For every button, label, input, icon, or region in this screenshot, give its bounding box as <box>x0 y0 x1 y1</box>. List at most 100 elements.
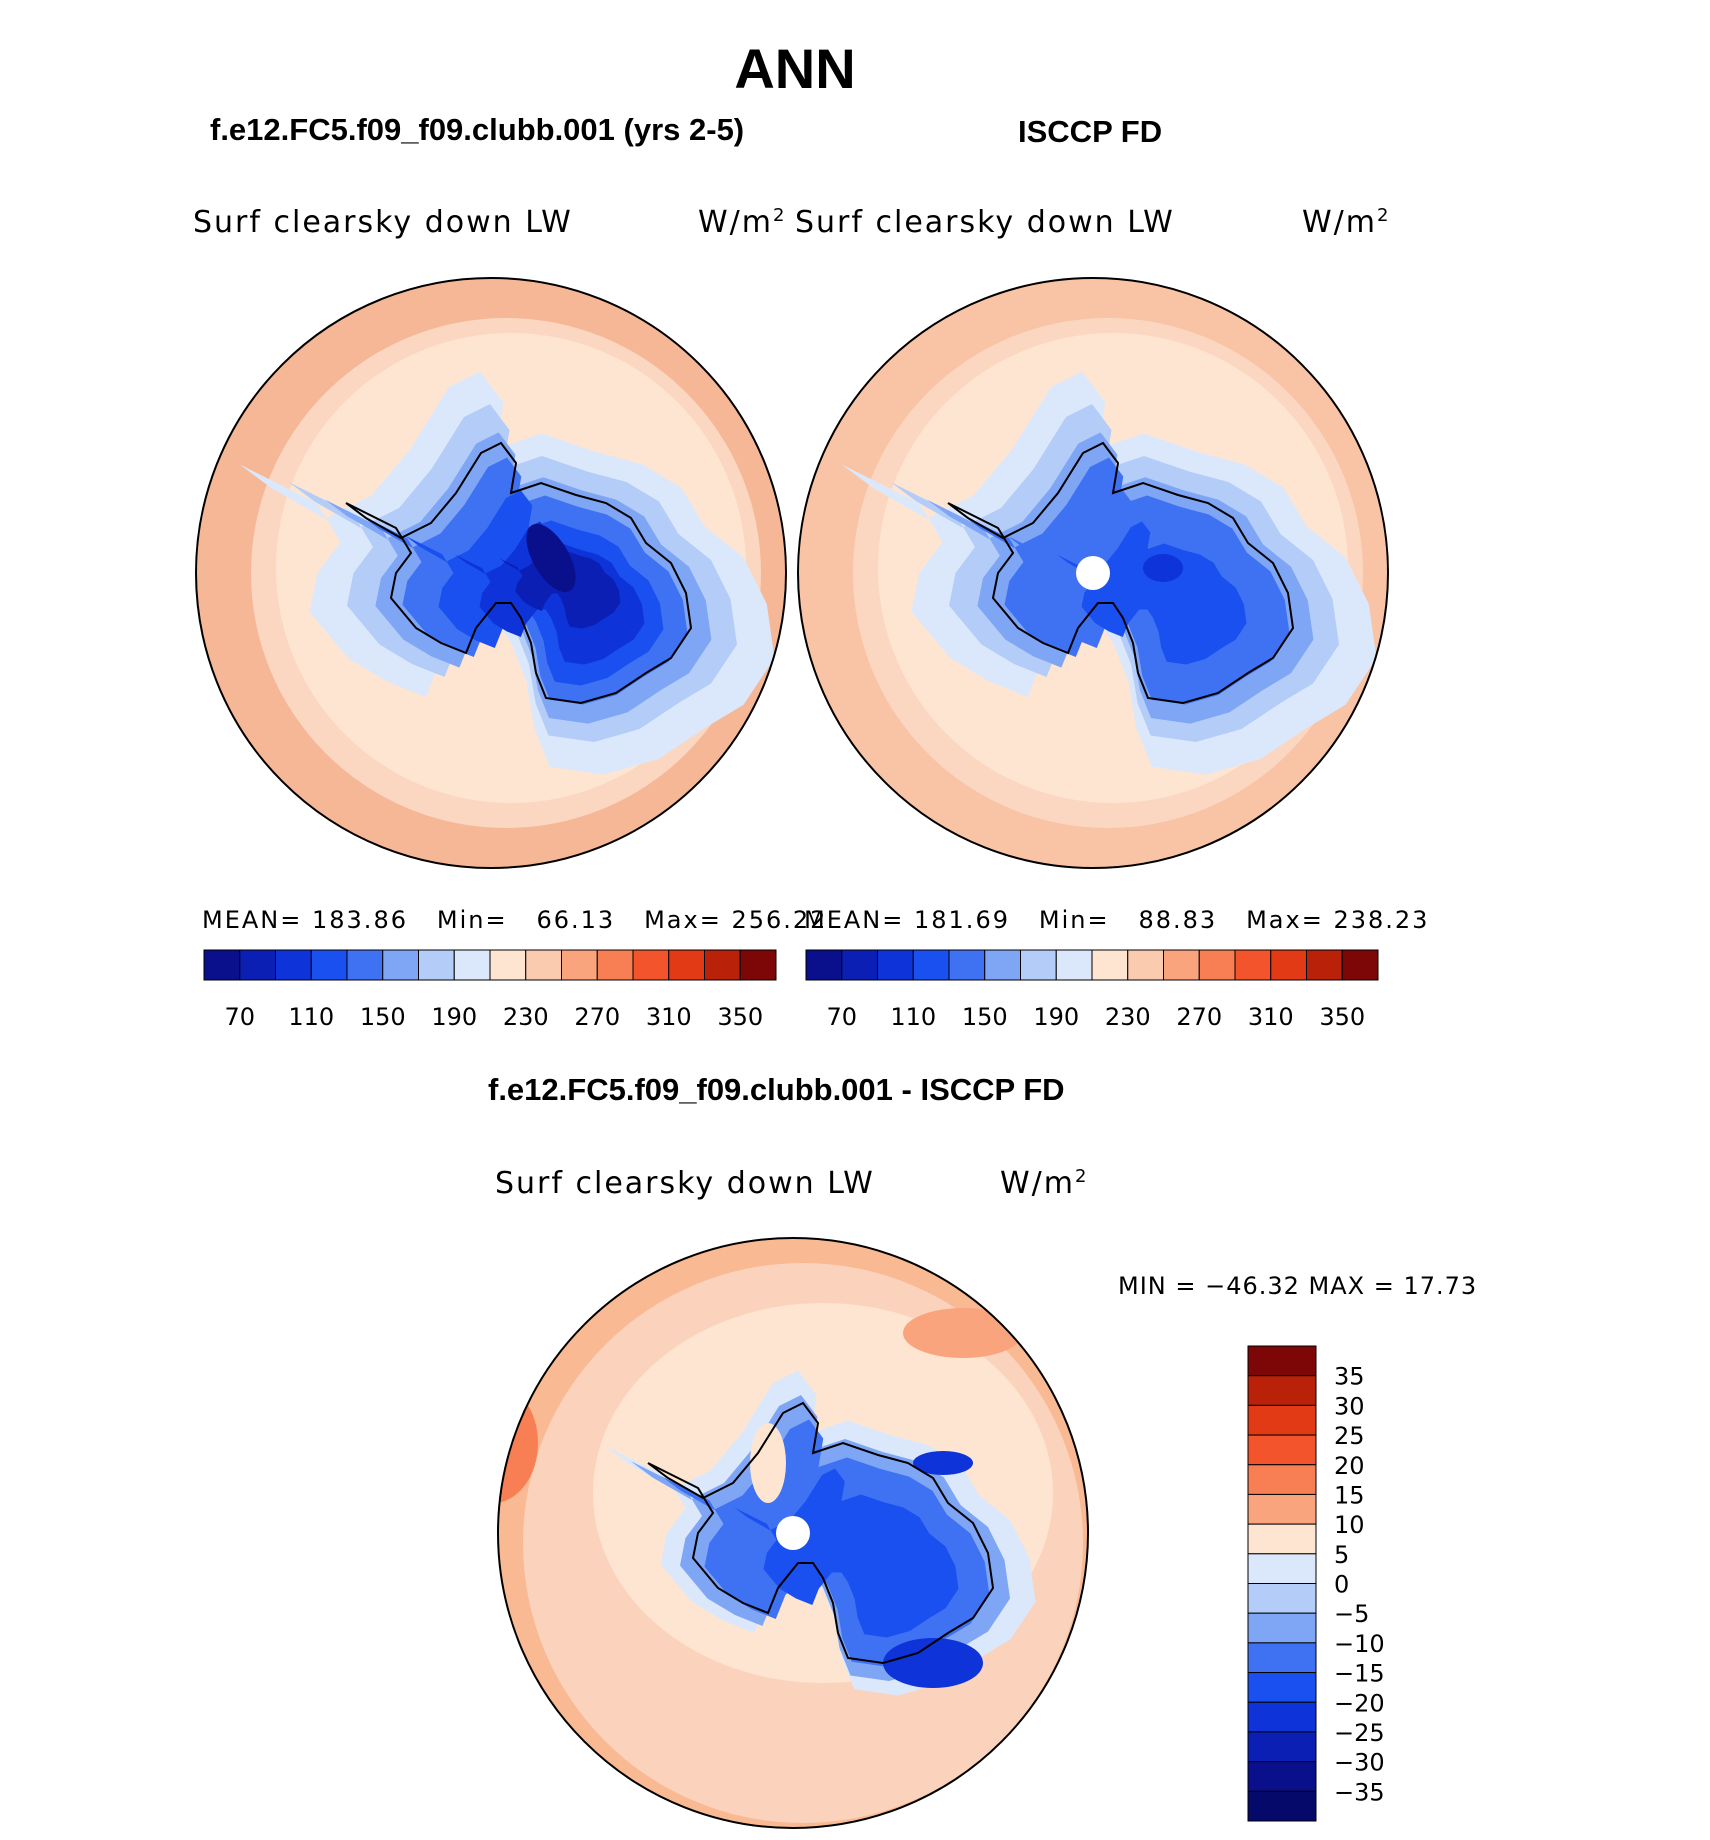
colorbar-tick-label: 5 <box>1334 1541 1349 1569</box>
main-title: ANN <box>734 37 856 100</box>
colorbar-swatch <box>1198 949 1236 981</box>
colorbar-swatch <box>912 949 950 981</box>
diff-pole-hole <box>776 1516 810 1550</box>
colorbar-tick-label: 70 <box>826 1003 857 1031</box>
colorbar-tick-label: 110 <box>288 1003 334 1031</box>
colorbar-swatch <box>704 949 741 981</box>
colorbar-tick-label: 270 <box>1176 1003 1222 1031</box>
colorbar-tick-label: 190 <box>1033 1003 1079 1031</box>
colorbar-swatch <box>1247 1701 1317 1733</box>
colorbar-swatch <box>1247 1612 1317 1644</box>
colorbar-swatch <box>632 949 670 981</box>
colorbar-swatch <box>1306 949 1343 981</box>
colorbar-swatch <box>805 949 843 981</box>
colorbar-tick-label: 230 <box>503 1003 549 1031</box>
colorbar-swatch <box>948 949 986 981</box>
colorbar-swatch <box>841 949 878 981</box>
colorbar-tick-label: 350 <box>1319 1003 1365 1031</box>
colorbar-tick-label: 20 <box>1334 1452 1365 1480</box>
colorbar-swatch <box>453 949 491 981</box>
colorbar-tick-label: 10 <box>1334 1511 1365 1539</box>
colorbar-swatch <box>1234 949 1272 981</box>
model-map-border <box>195 277 787 869</box>
colorbar-tick-label: 30 <box>1334 1392 1365 1420</box>
colorbar-swatch <box>382 949 419 981</box>
diff-case-title: f.e12.FC5.f09_f09.clubb.001 - ISCCP FD <box>488 1072 1065 1107</box>
colorbar-tick-label: 70 <box>224 1003 255 1031</box>
colorbar-tick-label: 150 <box>360 1003 406 1031</box>
colorbar-swatch <box>1247 1672 1317 1703</box>
colorbar-swatch <box>739 949 777 981</box>
colorbar-swatch <box>1247 1642 1317 1674</box>
colorbar-swatch <box>346 949 384 981</box>
colorbar-swatch <box>1247 1434 1317 1466</box>
colorbar-tick-label: 0 <box>1334 1571 1349 1599</box>
colorbar-swatch <box>1247 1761 1317 1792</box>
colorbar-tick-label: −20 <box>1334 1689 1385 1717</box>
colorbar-tick-label: −15 <box>1334 1660 1385 1688</box>
colorbar-swatch <box>1055 949 1093 981</box>
colorbar-swatch <box>1247 1731 1317 1763</box>
model-colorbar: 70 110 150 190 230 270 310 350 <box>203 949 777 1031</box>
diff-units-label: W/m2 <box>1000 1166 1089 1201</box>
model-variable-label: Surf clearsky down LW <box>193 205 573 240</box>
colorbar-tick-label: 15 <box>1334 1481 1365 1509</box>
colorbar-swatch <box>1247 1583 1317 1614</box>
colorbar-tick-label: 110 <box>890 1003 936 1031</box>
colorbar-swatch <box>1247 1345 1317 1377</box>
obs-units-label: W/m2 <box>1302 205 1391 240</box>
colorbar-swatch <box>310 949 348 981</box>
obs-variable-label: Surf clearsky down LW <box>795 205 1175 240</box>
colorbar-tick-label: 35 <box>1334 1363 1365 1391</box>
colorbar-swatch <box>561 949 598 981</box>
model-case-title: f.e12.FC5.f09_f09.clubb.001 (yrs 2-5) <box>210 112 745 147</box>
colorbar-tick-label: 270 <box>574 1003 620 1031</box>
colorbar-swatch <box>984 949 1021 981</box>
model-stats: MEAN= 183.86 Min= 66.13 Max= 256.22 <box>202 906 828 934</box>
obs-map-border <box>797 277 1389 869</box>
colorbar-swatch <box>418 949 455 981</box>
colorbar-swatch <box>1247 1493 1317 1525</box>
colorbar-tick-label: 230 <box>1105 1003 1151 1031</box>
colorbar-tick-label: 190 <box>431 1003 477 1031</box>
colorbar-swatch <box>1247 1375 1317 1406</box>
colorbar-swatch <box>596 949 634 981</box>
obs-stats: MEAN= 181.69 Min= 88.83 Max= 238.23 <box>804 906 1430 934</box>
colorbar-swatch <box>877 949 914 981</box>
colorbar-swatch <box>1091 949 1129 981</box>
colorbar-tick-label: 150 <box>962 1003 1008 1031</box>
colorbar-tick-label: −10 <box>1334 1630 1385 1658</box>
colorbar-tick-label: 310 <box>1248 1003 1294 1031</box>
diff-variable-label: Surf clearsky down LW <box>495 1166 875 1201</box>
colorbar-swatch <box>668 949 705 981</box>
colorbar-swatch <box>1270 949 1307 981</box>
colorbar-swatch <box>239 949 276 981</box>
colorbar-swatch <box>1247 1404 1317 1436</box>
diff-polar-map <box>498 1238 1088 1828</box>
colorbar-swatch <box>1247 1464 1317 1495</box>
colorbar-tick-label: −25 <box>1334 1719 1385 1747</box>
colorbar-swatch <box>1247 1553 1317 1584</box>
colorbar-tick-label: −35 <box>1334 1778 1385 1806</box>
colorbar-swatch <box>1163 949 1200 981</box>
colorbar-tick-label: −5 <box>1334 1600 1369 1628</box>
colorbar-swatch <box>1247 1523 1317 1555</box>
colorbar-swatch <box>1127 949 1164 981</box>
colorbar-swatch <box>203 949 241 981</box>
colorbar-swatch <box>489 949 527 981</box>
colorbar-swatch <box>275 949 312 981</box>
obs-case-title: ISCCP FD <box>1018 114 1163 149</box>
colorbar-tick-label: −30 <box>1334 1749 1385 1777</box>
colorbar-swatch <box>525 949 562 981</box>
colorbar-tick-label: 310 <box>646 1003 692 1031</box>
colorbar-swatch <box>1020 949 1057 981</box>
colorbar-tick-label: 25 <box>1334 1422 1365 1450</box>
diff-map-border <box>497 1237 1089 1829</box>
obs-colorbar: 70 110 150 190 230 270 310 350 <box>805 949 1379 1031</box>
colorbar-swatch <box>1341 949 1379 981</box>
obs-pole-hole <box>1076 556 1110 590</box>
colorbar-swatch <box>1247 1790 1317 1822</box>
colorbar-tick-label: 350 <box>717 1003 763 1031</box>
